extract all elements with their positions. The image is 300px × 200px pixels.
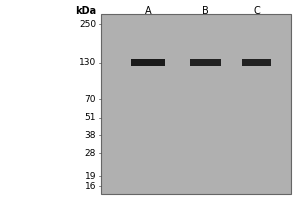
Text: 51: 51 <box>85 113 96 122</box>
Bar <box>100 14 291 194</box>
Bar <box>190 59 221 66</box>
Text: 38: 38 <box>85 131 96 140</box>
Text: 19: 19 <box>85 172 96 181</box>
Text: A: A <box>145 6 152 16</box>
Text: 250: 250 <box>79 20 96 29</box>
Bar <box>131 59 165 66</box>
Text: 130: 130 <box>79 58 96 67</box>
Text: 16: 16 <box>85 182 96 191</box>
Text: 28: 28 <box>85 149 96 158</box>
Text: C: C <box>253 6 260 16</box>
Text: 70: 70 <box>85 95 96 104</box>
Text: kDa: kDa <box>75 6 96 16</box>
Text: B: B <box>202 6 209 16</box>
Bar <box>242 59 271 66</box>
